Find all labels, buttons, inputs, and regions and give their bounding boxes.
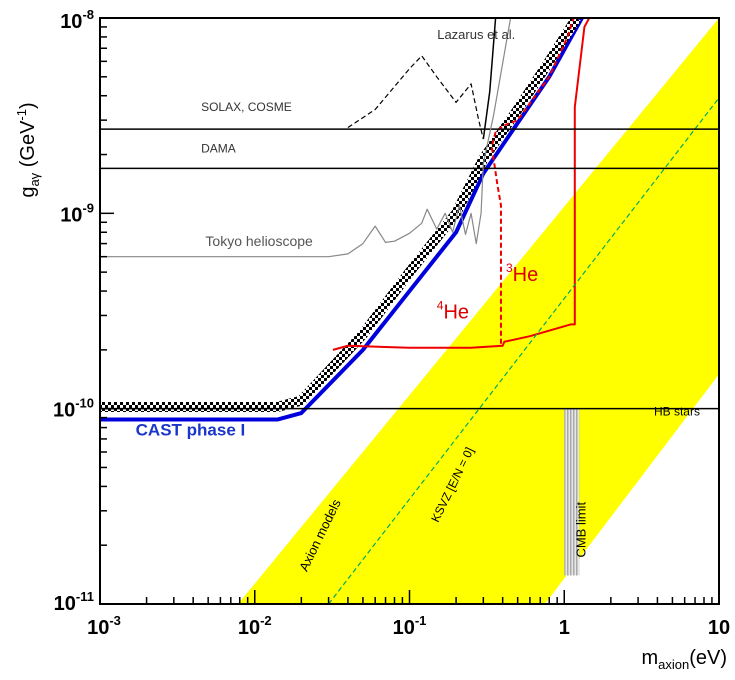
y-tick-label-10-10: 10-10 (53, 396, 94, 422)
hb-stars-label: HB stars (654, 405, 700, 419)
axis-title-layer: maxion(eV) gaγ (GeV-1) (14, 102, 727, 672)
he3-label: 3He (506, 261, 538, 286)
tokyo-helioscope-label: Tokyo helioscope (205, 233, 313, 249)
y-tick-label-10-9: 10-9 (60, 200, 94, 226)
y-tick-label-10-11: 10-11 (54, 589, 94, 615)
x-tick-label-10: 10 (708, 617, 730, 639)
ksvz-line (328, 97, 719, 604)
cast-phase-i-label: CAST phase I (136, 420, 246, 439)
y-tick-label-10-8: 10-8 (60, 7, 94, 33)
series-layer (100, 18, 719, 604)
cmb-limit-region (564, 408, 580, 576)
solax-cosme-label: SOLAX, COSME (201, 100, 292, 114)
dama-label: DAMA (201, 141, 236, 155)
tokyo-helioscope-line (100, 18, 512, 258)
bands-layer (238, 18, 719, 604)
he4-label: 4He (437, 298, 469, 323)
lazarus-et-al-line (347, 55, 484, 140)
previous-cast-limit-line (100, 18, 581, 412)
lazarus-et-al-label: Lazarus et al. (437, 27, 515, 42)
x-tick-label-1: 1 (559, 617, 570, 639)
x-axis-title: maxion(eV) (641, 647, 727, 672)
cmb-limit-label: CMB limit (573, 502, 588, 558)
x-tick-label-10-2: 10-2 (238, 613, 272, 639)
x-tick-label-10-3: 10-3 (87, 613, 121, 639)
lazarus-et-al-upper-line (482, 18, 497, 140)
y-axis-title: gaγ (GeV-1) (14, 102, 42, 197)
x-tick-label-10-1: 10-1 (393, 613, 427, 639)
cast-phase-i-line (100, 18, 584, 422)
axion-models-band (238, 18, 719, 604)
4he-line (332, 18, 591, 351)
